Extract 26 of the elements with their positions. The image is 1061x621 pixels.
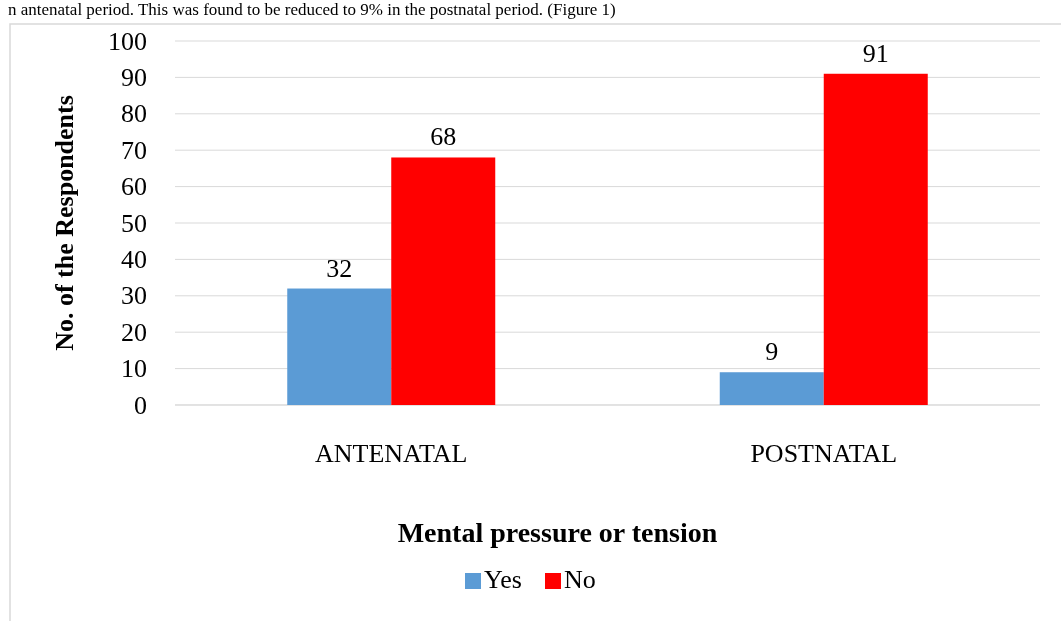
bar (719, 372, 824, 405)
legend-label: Yes (484, 564, 522, 594)
y-tick-label: 60 (121, 172, 147, 202)
y-tick-label: 0 (134, 390, 147, 420)
x-axis-title: Mental pressure or tension (397, 517, 718, 548)
y-tick-label: 100 (108, 26, 147, 56)
y-tick-label: 80 (121, 99, 147, 129)
y-tick-label: 30 (121, 281, 147, 311)
data-label: 32 (326, 253, 353, 283)
y-axis-title: No. of the Respondents (50, 95, 79, 351)
legend-label: No (564, 564, 596, 594)
x-tick-label: POSTNATAL (750, 439, 898, 468)
bar (391, 157, 496, 405)
data-label: 91 (862, 38, 889, 68)
data-label: 9 (765, 337, 779, 367)
bar (823, 73, 928, 405)
text: n antenatal period. This was found to be reduced to 9% in the postnatal period. (Figure 1) (8, 0, 616, 19)
y-tick-label: 40 (121, 244, 147, 274)
y-tick-label: 70 (121, 135, 147, 165)
y-tick-label: 20 (121, 317, 147, 347)
y-tick-label: 10 (121, 354, 147, 384)
y-tick-label: 90 (121, 62, 147, 92)
data-label: 68 (430, 122, 457, 152)
bar (287, 288, 392, 405)
y-tick-label: 50 (121, 208, 147, 238)
x-tick-label: ANTENATAL (315, 439, 468, 468)
